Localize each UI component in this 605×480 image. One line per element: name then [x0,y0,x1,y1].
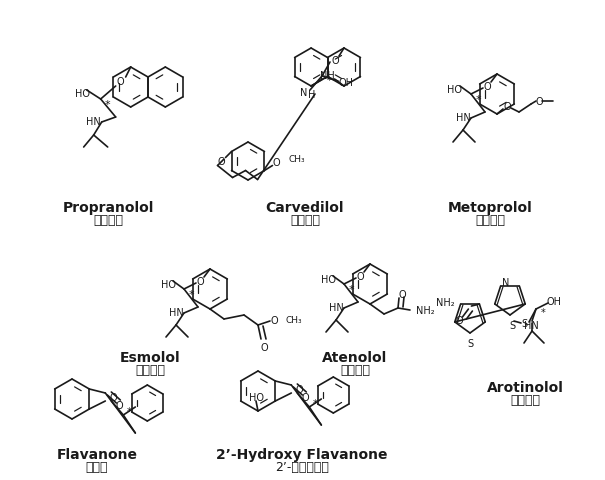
Text: O: O [117,77,125,87]
Text: 黄烷酮: 黄烷酮 [86,460,108,473]
Text: *: * [105,100,111,110]
Text: CH₃: CH₃ [286,316,302,325]
Text: Atenolol: Atenolol [322,350,388,364]
Text: O: O [270,315,278,325]
Text: N: N [502,277,509,288]
Text: HO: HO [249,392,264,402]
Text: H: H [309,90,316,100]
Text: HO: HO [75,89,90,99]
Text: NH₂: NH₂ [416,305,434,315]
Text: O: O [196,276,204,287]
Text: S: S [509,320,515,330]
Text: 卡维地洛: 卡维地洛 [290,214,320,227]
Text: O: O [295,384,303,394]
Text: HO: HO [448,85,462,95]
Text: *: * [313,398,318,408]
Text: OH: OH [546,296,561,306]
Text: O: O [398,289,406,300]
Text: OH: OH [339,78,353,88]
Text: O: O [456,315,463,325]
Text: 普萍洛尔: 普萍洛尔 [93,214,123,227]
Text: O: O [110,392,117,402]
Text: O: O [535,97,543,107]
Text: HO: HO [160,279,175,289]
Text: 阿替洛尔: 阿替洛尔 [340,364,370,377]
Text: 2’-Hydroxy Flavanone: 2’-Hydroxy Flavanone [216,447,388,461]
Text: O: O [273,158,280,168]
Text: N: N [300,88,308,98]
Text: *: * [188,289,194,300]
Text: *: * [127,406,132,416]
Text: Flavanone: Flavanone [56,447,137,461]
Text: Arotinolol: Arotinolol [486,380,563,394]
Text: NH₂: NH₂ [436,298,455,307]
Text: CH₃: CH₃ [289,155,305,164]
Text: Metoprolol: Metoprolol [448,201,532,215]
Text: O: O [356,271,364,281]
Text: O: O [260,342,268,352]
Text: O: O [116,400,123,410]
Text: O: O [301,392,309,402]
Text: *: * [475,95,481,105]
Text: O: O [218,157,225,167]
Text: O: O [483,82,491,92]
Text: S: S [467,338,473,348]
Text: HO: HO [321,275,336,285]
Text: Esmolol: Esmolol [120,350,180,364]
Text: HN: HN [169,307,183,317]
Text: HN: HN [329,302,344,312]
Text: 美托洛尔: 美托洛尔 [475,214,505,227]
Text: O: O [331,56,339,66]
Text: 艾司洛尔: 艾司洛尔 [135,364,165,377]
Text: NH: NH [320,71,335,81]
Text: S: S [521,318,527,328]
Text: Carvedilol: Carvedilol [266,201,344,215]
Text: *: * [541,307,545,317]
Text: *: * [348,285,354,294]
Text: HN: HN [456,113,470,123]
Text: HN: HN [523,320,538,330]
Text: O: O [503,102,511,112]
Text: Propranolol: Propranolol [62,201,154,215]
Text: *: * [327,76,332,86]
Text: 阿罗洛尔: 阿罗洛尔 [510,394,540,407]
Text: HN: HN [87,117,101,127]
Text: 2’-羟基黄烷酮: 2’-羟基黄烷酮 [275,460,329,473]
